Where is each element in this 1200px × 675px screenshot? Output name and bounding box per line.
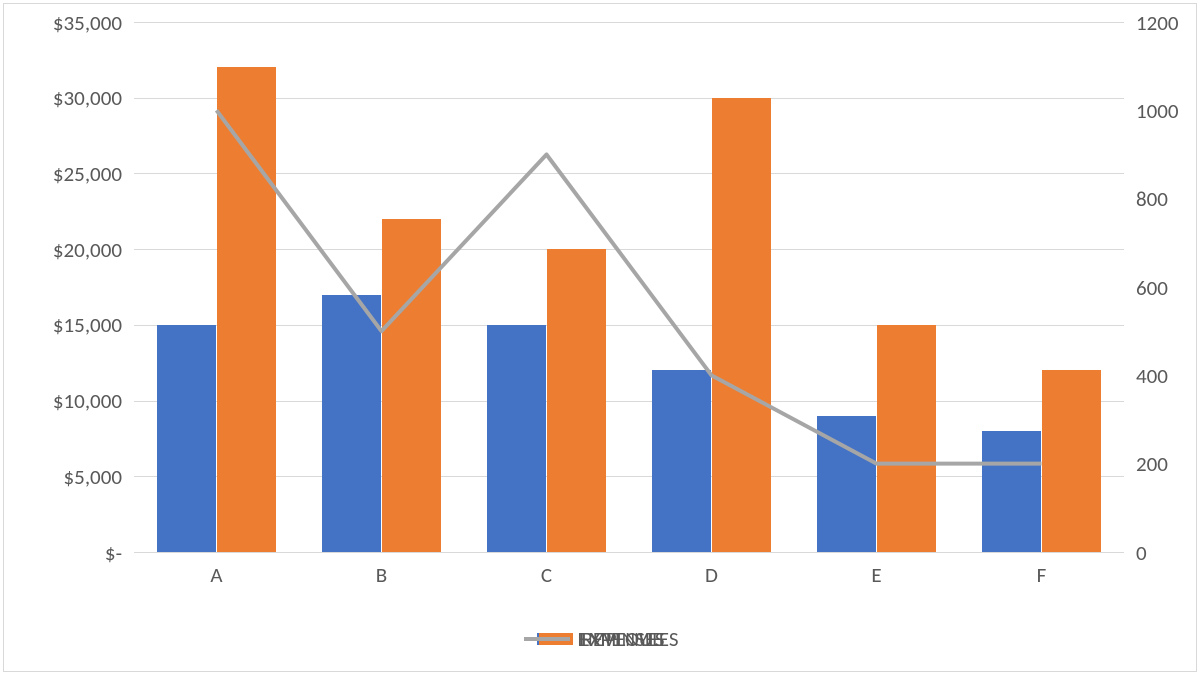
x-tick-label: D <box>705 562 718 588</box>
y-left-tick-label: $10,000 <box>53 388 122 414</box>
x-tick-label: F <box>1037 562 1047 588</box>
x-tick-label: C <box>541 562 552 588</box>
plot-area <box>134 22 1124 552</box>
y-right-tick-label: 800 <box>1136 186 1168 212</box>
legend-line-swatch <box>524 637 570 641</box>
legend-item-employees: EMPLOYEES <box>524 626 679 652</box>
x-tick-label: A <box>210 562 222 588</box>
x-tick-label: E <box>871 562 881 588</box>
legend-label: EMPLOYEES <box>578 626 679 652</box>
y-right-tick-label: 600 <box>1136 275 1168 301</box>
y-left-tick-label: $20,000 <box>53 237 122 263</box>
y-left-tick-label: $25,000 <box>53 161 122 187</box>
y-right-tick-label: 1000 <box>1136 98 1179 124</box>
y-left-tick-label: $30,000 <box>53 85 122 111</box>
y-right-tick-label: 1200 <box>1136 10 1179 36</box>
y-right-tick-label: 200 <box>1136 451 1168 477</box>
y-left-tick-label: $35,000 <box>53 10 122 36</box>
y-right-tick-label: 400 <box>1136 363 1168 389</box>
chart-frame: $- $5,000 $10,000 $15,000 $20,000 $25,000 $30,… <box>3 3 1197 672</box>
gridline <box>134 552 1124 553</box>
y-left-tick-label: $5,000 <box>64 464 122 490</box>
x-tick-label: B <box>376 562 387 588</box>
y-left-tick-label: $- <box>105 540 122 566</box>
y-right-tick-label: 0 <box>1136 540 1147 566</box>
employees-line <box>134 22 1124 552</box>
y-left-tick-label: $15,000 <box>53 312 122 338</box>
